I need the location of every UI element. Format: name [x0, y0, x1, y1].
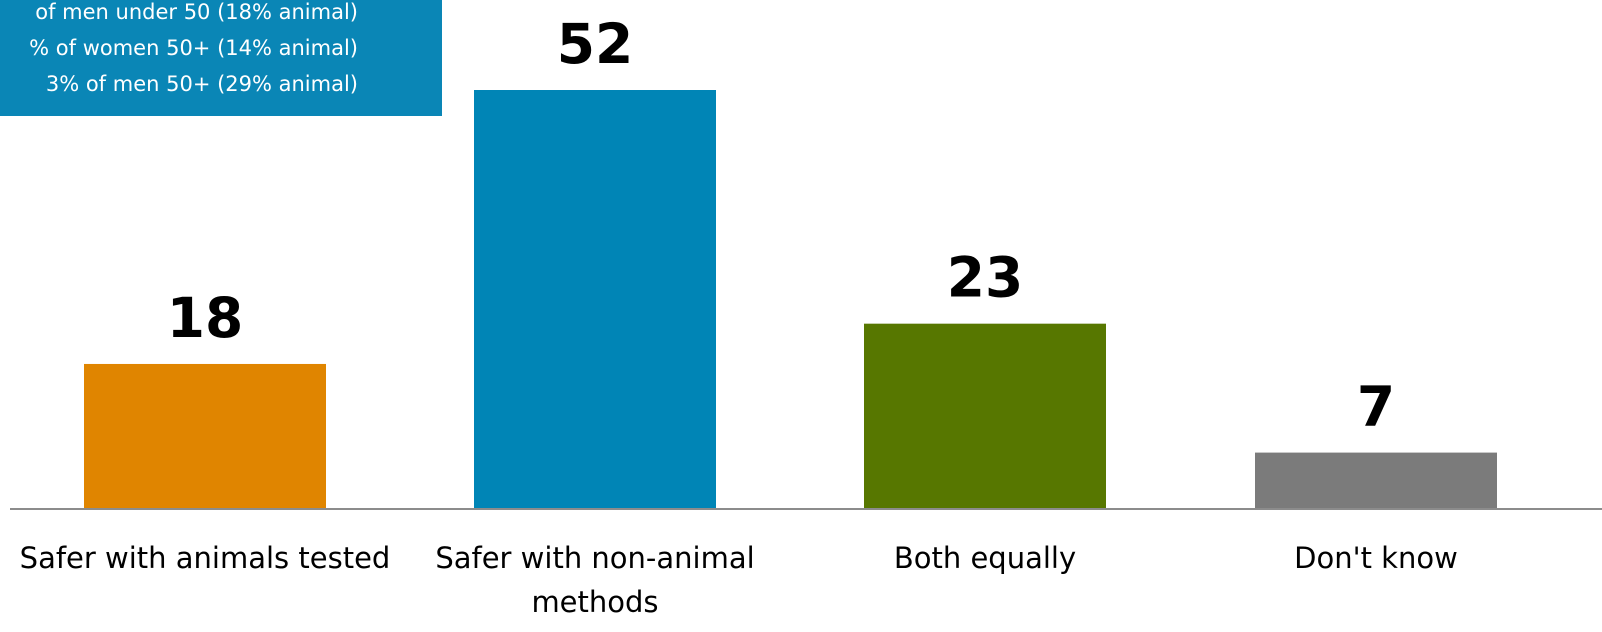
- data-label-2: 52: [557, 12, 634, 76]
- annotation-box: of men under 50 (18% animal) % of women …: [0, 0, 442, 116]
- category-label-1: Safer with animals tested: [20, 541, 391, 575]
- data-label-1: 18: [167, 286, 244, 350]
- category-label-3: Both equally: [894, 541, 1076, 575]
- annotation-line-1: of men under 50 (18% animal): [35, 0, 358, 24]
- category-label-4: Don't know: [1294, 541, 1458, 575]
- category-label-2-line-1: Safer with non-animal: [435, 541, 754, 575]
- annotation-line-2: % of women 50+ (14% animal): [29, 36, 358, 60]
- annotation-line-3: 3% of men 50+ (29% animal): [45, 72, 358, 96]
- data-label-4: 7: [1357, 375, 1395, 439]
- bar-3: [864, 323, 1106, 509]
- data-label-3: 23: [947, 246, 1024, 310]
- category-label-2-line-2: methods: [531, 585, 658, 619]
- bar-4: [1255, 452, 1497, 509]
- bar-2: [474, 90, 716, 509]
- bar-1: [84, 363, 326, 509]
